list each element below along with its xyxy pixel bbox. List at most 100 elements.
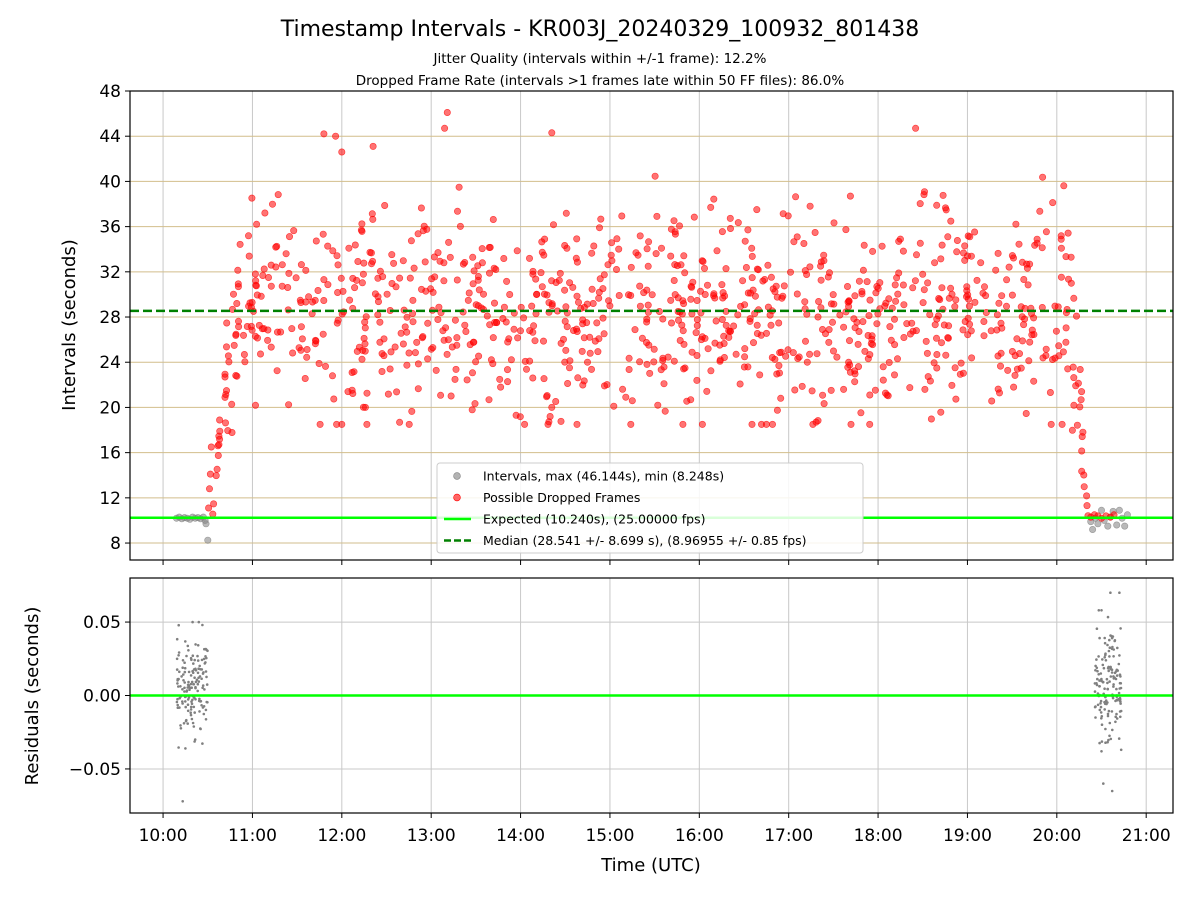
dropped-frame-point (873, 320, 881, 328)
dropped-frame-point (688, 348, 696, 356)
dropped-frame-point (528, 302, 536, 310)
dropped-frame-point (854, 340, 862, 348)
dropped-frame-point (681, 364, 689, 372)
x-tick-label: 15:00 (585, 826, 634, 846)
dropped-frame-point (980, 317, 988, 325)
dropped-frame-point (1080, 483, 1088, 491)
dropped-frame-point (712, 317, 720, 325)
dropped-frame-point (722, 265, 730, 273)
dropped-frame-point (855, 277, 863, 285)
dropped-frame-point (659, 315, 667, 323)
dropped-frame-point (693, 351, 701, 359)
dropped-frame-point (922, 337, 930, 345)
residual-point (198, 710, 201, 713)
dropped-frame-point (1003, 276, 1011, 284)
top-y-axis-label: Intervals (seconds) (59, 239, 80, 411)
residual-point (189, 711, 192, 714)
dropped-frame-point (777, 394, 785, 402)
residual-point (1113, 671, 1117, 675)
residual-point (201, 686, 204, 690)
residual-point (188, 686, 192, 690)
legend-marker (453, 493, 461, 502)
dropped-frame-point (953, 237, 961, 245)
dropped-frame-point (345, 244, 353, 252)
dropped-frame-point (716, 357, 724, 365)
residual-point (179, 727, 183, 730)
dropped-frame-point (631, 326, 639, 334)
dropped-frame-point (1060, 182, 1068, 190)
dropped-frame-point (997, 349, 1005, 357)
plot-area (130, 591, 1173, 803)
dropped-frame-point (599, 285, 607, 293)
dropped-frame-point (1074, 379, 1082, 387)
dropped-frame-point (1020, 275, 1028, 283)
dropped-frame-point (653, 212, 661, 220)
dropped-frame-point (654, 401, 662, 409)
residual-point (1119, 748, 1123, 752)
dropped-frame-point (734, 219, 742, 227)
dropped-frame-point (273, 367, 281, 375)
dropped-frame-point (850, 315, 858, 323)
dropped-frame-point (228, 400, 236, 408)
residual-point (179, 724, 182, 727)
dropped-frame-point (409, 318, 417, 326)
dropped-frame-point (272, 243, 280, 251)
dropped-frame-point (900, 333, 908, 341)
dropped-frame-point (751, 292, 759, 300)
residual-point (1107, 665, 1110, 669)
dropped-frame-point (894, 290, 902, 298)
dropped-frame-point (1057, 235, 1065, 243)
dropped-frame-point (919, 270, 927, 278)
dropped-frame-point (368, 210, 376, 218)
dropped-frame-point (328, 372, 336, 380)
dropped-frame-point (332, 132, 340, 140)
dropped-frame-point (358, 355, 366, 363)
residual-point (1108, 721, 1112, 725)
residual-point (176, 703, 179, 707)
dropped-frame-point (573, 235, 581, 243)
chart-subtitle-jitter: Jitter Quality (intervals within +/-1 fr… (433, 51, 767, 67)
dropped-frame-point (374, 298, 382, 306)
dropped-frame-point (775, 319, 783, 327)
dropped-frame-point (497, 383, 505, 391)
dropped-frame-point (627, 263, 635, 271)
residual-point (192, 682, 195, 686)
residual-point (186, 709, 190, 713)
dropped-frame-point (937, 255, 945, 263)
dropped-frame-point (696, 287, 704, 295)
dropped-frame-point (1042, 345, 1050, 353)
dropped-frame-point (792, 193, 800, 201)
dropped-frame-point (267, 343, 275, 351)
dropped-frame-point (707, 367, 715, 375)
dropped-frame-point (934, 312, 942, 320)
dropped-frame-point (573, 327, 581, 335)
dropped-frame-point (944, 233, 952, 241)
dropped-frame-point (891, 281, 899, 289)
residual-point (1107, 669, 1110, 673)
dropped-frame-point (393, 388, 401, 396)
residual-point (1114, 715, 1117, 719)
interval-point (1104, 522, 1112, 530)
dropped-frame-point (886, 323, 894, 331)
x-tick-label: 18:00 (854, 826, 903, 846)
dropped-frame-point (312, 237, 320, 245)
residual-point (1117, 662, 1121, 666)
dropped-frame-point (435, 303, 443, 311)
residual-point (1112, 677, 1116, 680)
dropped-frame-point (544, 420, 552, 428)
dropped-frame-point (470, 267, 478, 275)
dropped-frame-point (588, 249, 596, 257)
dropped-frame-point (403, 313, 411, 321)
interval-point (1094, 520, 1102, 528)
dropped-frame-point (769, 285, 777, 293)
dropped-frame-point (545, 299, 553, 307)
dropped-frame-point (409, 296, 417, 304)
dropped-frame-point (959, 369, 967, 377)
residual-point (1114, 677, 1118, 681)
dropped-frame-point (794, 354, 802, 362)
residual-point (201, 684, 205, 687)
dropped-frame-point (406, 274, 414, 282)
dropped-frame-point (367, 249, 375, 257)
residual-point (1108, 655, 1111, 658)
